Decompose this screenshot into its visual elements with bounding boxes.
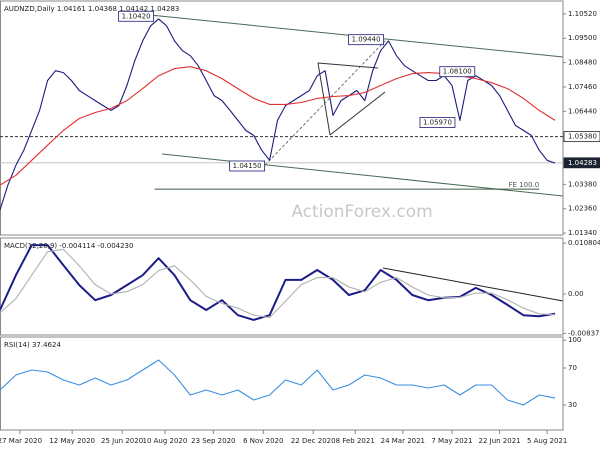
y-tick-label: 100: [568, 336, 581, 344]
y-tick-label: 30: [568, 401, 577, 409]
x-tick-label: 25 Jun 2020: [101, 437, 143, 445]
y-tick-label: -0.008375: [568, 329, 600, 337]
triangle-bottom: [329, 91, 386, 136]
panel-title: MACD(12,26,9) -0.004114 -0.004230: [4, 242, 133, 250]
x-tick-label: 23 Sep 2020: [191, 437, 235, 445]
series-line: [0, 18, 556, 211]
x-tick-label: 12 May 2020: [49, 437, 95, 445]
x-tick-label: 5 Aug 2021: [527, 437, 567, 445]
triangle-top: [317, 62, 379, 69]
annotation-box: [419, 117, 456, 128]
series-line: [0, 359, 556, 406]
macd-trendline: [382, 267, 564, 302]
watermark: ActionForex.com: [291, 202, 432, 222]
y-tick-label: 0.00: [568, 290, 584, 298]
y-tick-label: 1.03380: [568, 180, 597, 188]
x-tick-label: 10 Aug 2020: [143, 437, 188, 445]
triangle-side: [317, 62, 331, 136]
y-tick-label: 1.06440: [568, 107, 597, 115]
panel-title: AUDNZD,Daily 1.04161 1.04368 1.04142 1.0…: [4, 5, 179, 13]
annotation-box: [439, 66, 476, 78]
level-box: [563, 157, 600, 169]
series-line: [0, 244, 556, 321]
x-tick-label: 6 Nov 2020: [243, 437, 283, 445]
annotation-label: 1.08100: [443, 68, 472, 76]
annotation-label: 1.05970: [423, 119, 452, 127]
x-tick-label: 22 Dec 2020: [291, 437, 336, 445]
level-box: [563, 131, 600, 143]
y-tick-label: 1.07460: [568, 83, 597, 91]
panel-title: RSI(14) 37.4624: [4, 341, 61, 349]
x-tick-label: 7 May 2021: [431, 437, 472, 445]
level-label: 1.05380: [568, 133, 597, 141]
annotation-label: 1.04150: [233, 162, 262, 170]
panel-frame: [0, 336, 564, 431]
annotation-box: [118, 10, 155, 22]
series-line: [0, 248, 556, 319]
x-tick-label: 27 Mar 2020: [0, 437, 42, 445]
level-label: 1.04283: [568, 159, 597, 167]
y-tick-label: 1.10520: [568, 10, 597, 18]
fe-label: FE 100.0: [508, 181, 539, 189]
annotation-box: [348, 34, 384, 46]
y-tick-label: 0.010804: [568, 239, 600, 247]
x-tick-label: 24 Mar 2021: [381, 437, 425, 445]
annotation-label: 1.10420: [122, 12, 151, 20]
y-tick-label: 1.08480: [568, 59, 597, 67]
panel-frame: [0, 0, 564, 236]
x-tick-label: 22 Jun 2021: [479, 437, 521, 445]
projection-line: [264, 39, 387, 166]
panel-frame: [0, 237, 564, 336]
x-tick-label: 8 Feb 2021: [336, 437, 375, 445]
y-tick-label: 1.09500: [568, 34, 597, 42]
y-tick-label: 1.02360: [568, 205, 597, 213]
y-tick-label: 70: [568, 364, 577, 372]
y-tick-label: 1.01340: [568, 229, 597, 237]
annotation-box: [229, 160, 266, 172]
annotation-label: 1.09440: [352, 36, 381, 44]
